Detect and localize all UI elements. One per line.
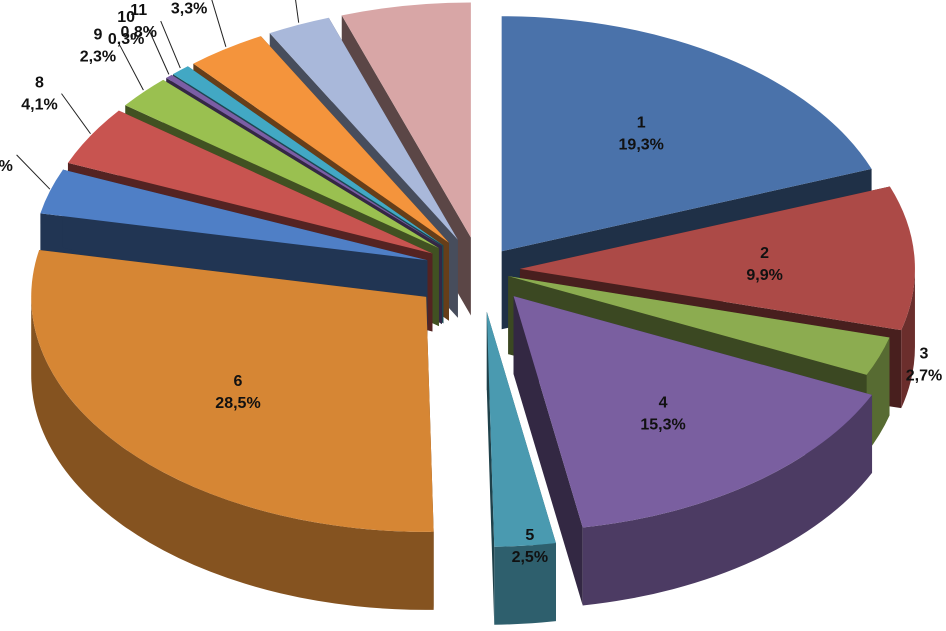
leader-line-13: [295, 0, 300, 23]
slice-value-6: 28,5%: [215, 395, 260, 412]
slice-13-top: [269, 17, 458, 240]
slice-4-side: [582, 394, 873, 606]
slice-label-8: 8: [35, 75, 44, 92]
slice-value-2: 9,9%: [746, 267, 782, 284]
slice-value-1: 19,3%: [619, 137, 664, 154]
slice-value-12: 3,3%: [171, 1, 207, 18]
slice-value-10: 0,3%: [108, 31, 144, 48]
slice-label-4: 4: [659, 395, 668, 412]
slice-value-9: 2,3%: [80, 48, 116, 65]
slice-4-wall: [513, 296, 583, 606]
slice-9-top: [125, 79, 439, 249]
slice-label-10: 10: [117, 9, 135, 26]
slice-label-5: 5: [525, 527, 534, 544]
slice-label-6: 6: [234, 373, 243, 390]
slice-2-side: [901, 268, 915, 409]
slice-6-side: [31, 296, 434, 610]
slice-label-9: 9: [93, 26, 102, 43]
slice-10-top: [166, 74, 442, 247]
leader-line-8: [61, 93, 91, 135]
slice-3-side: [866, 337, 890, 453]
slice-3-top: [508, 276, 890, 375]
slice-value-4: 15,3%: [640, 417, 685, 434]
slice-value-7: 3,1%: [0, 158, 13, 175]
leader-line-10: [147, 27, 170, 75]
slice-value-3: 2,7%: [906, 367, 942, 384]
slice-2-top: [519, 186, 915, 331]
slice-value-8: 4,1%: [21, 97, 57, 114]
leader-line-12: [211, 0, 227, 47]
leader-line-11: [160, 20, 181, 69]
slice-7-top: [40, 169, 428, 261]
slice-value-11: 0,8%: [120, 24, 156, 41]
leader-line-7: [16, 154, 51, 190]
slice-5-wall: [486, 311, 495, 625]
slice-14-top: [341, 2, 471, 238]
slice-8-top: [67, 110, 433, 254]
slice-1-top: [501, 16, 872, 252]
slice-label-2: 2: [760, 245, 769, 262]
slice-label-11: 11: [130, 2, 147, 19]
slice-5-top: [486, 311, 556, 547]
slice-5-side: [494, 543, 556, 625]
slice-4-top: [513, 296, 873, 528]
slice-label-1: 1: [637, 115, 646, 132]
slice-11-top: [172, 66, 444, 246]
leader-lines: [16, 0, 300, 190]
leader-line-9: [119, 45, 144, 91]
slice-label-3: 3: [920, 345, 929, 362]
slice-12-top: [193, 36, 449, 243]
slice-6-top: [31, 249, 434, 532]
slice-labels: 119,3%29,9%32,7%415,3%52,5%628,5%73,1%84…: [0, 1, 942, 566]
pie-top-layer: [31, 2, 915, 547]
slice-value-5: 2,5%: [512, 549, 548, 566]
